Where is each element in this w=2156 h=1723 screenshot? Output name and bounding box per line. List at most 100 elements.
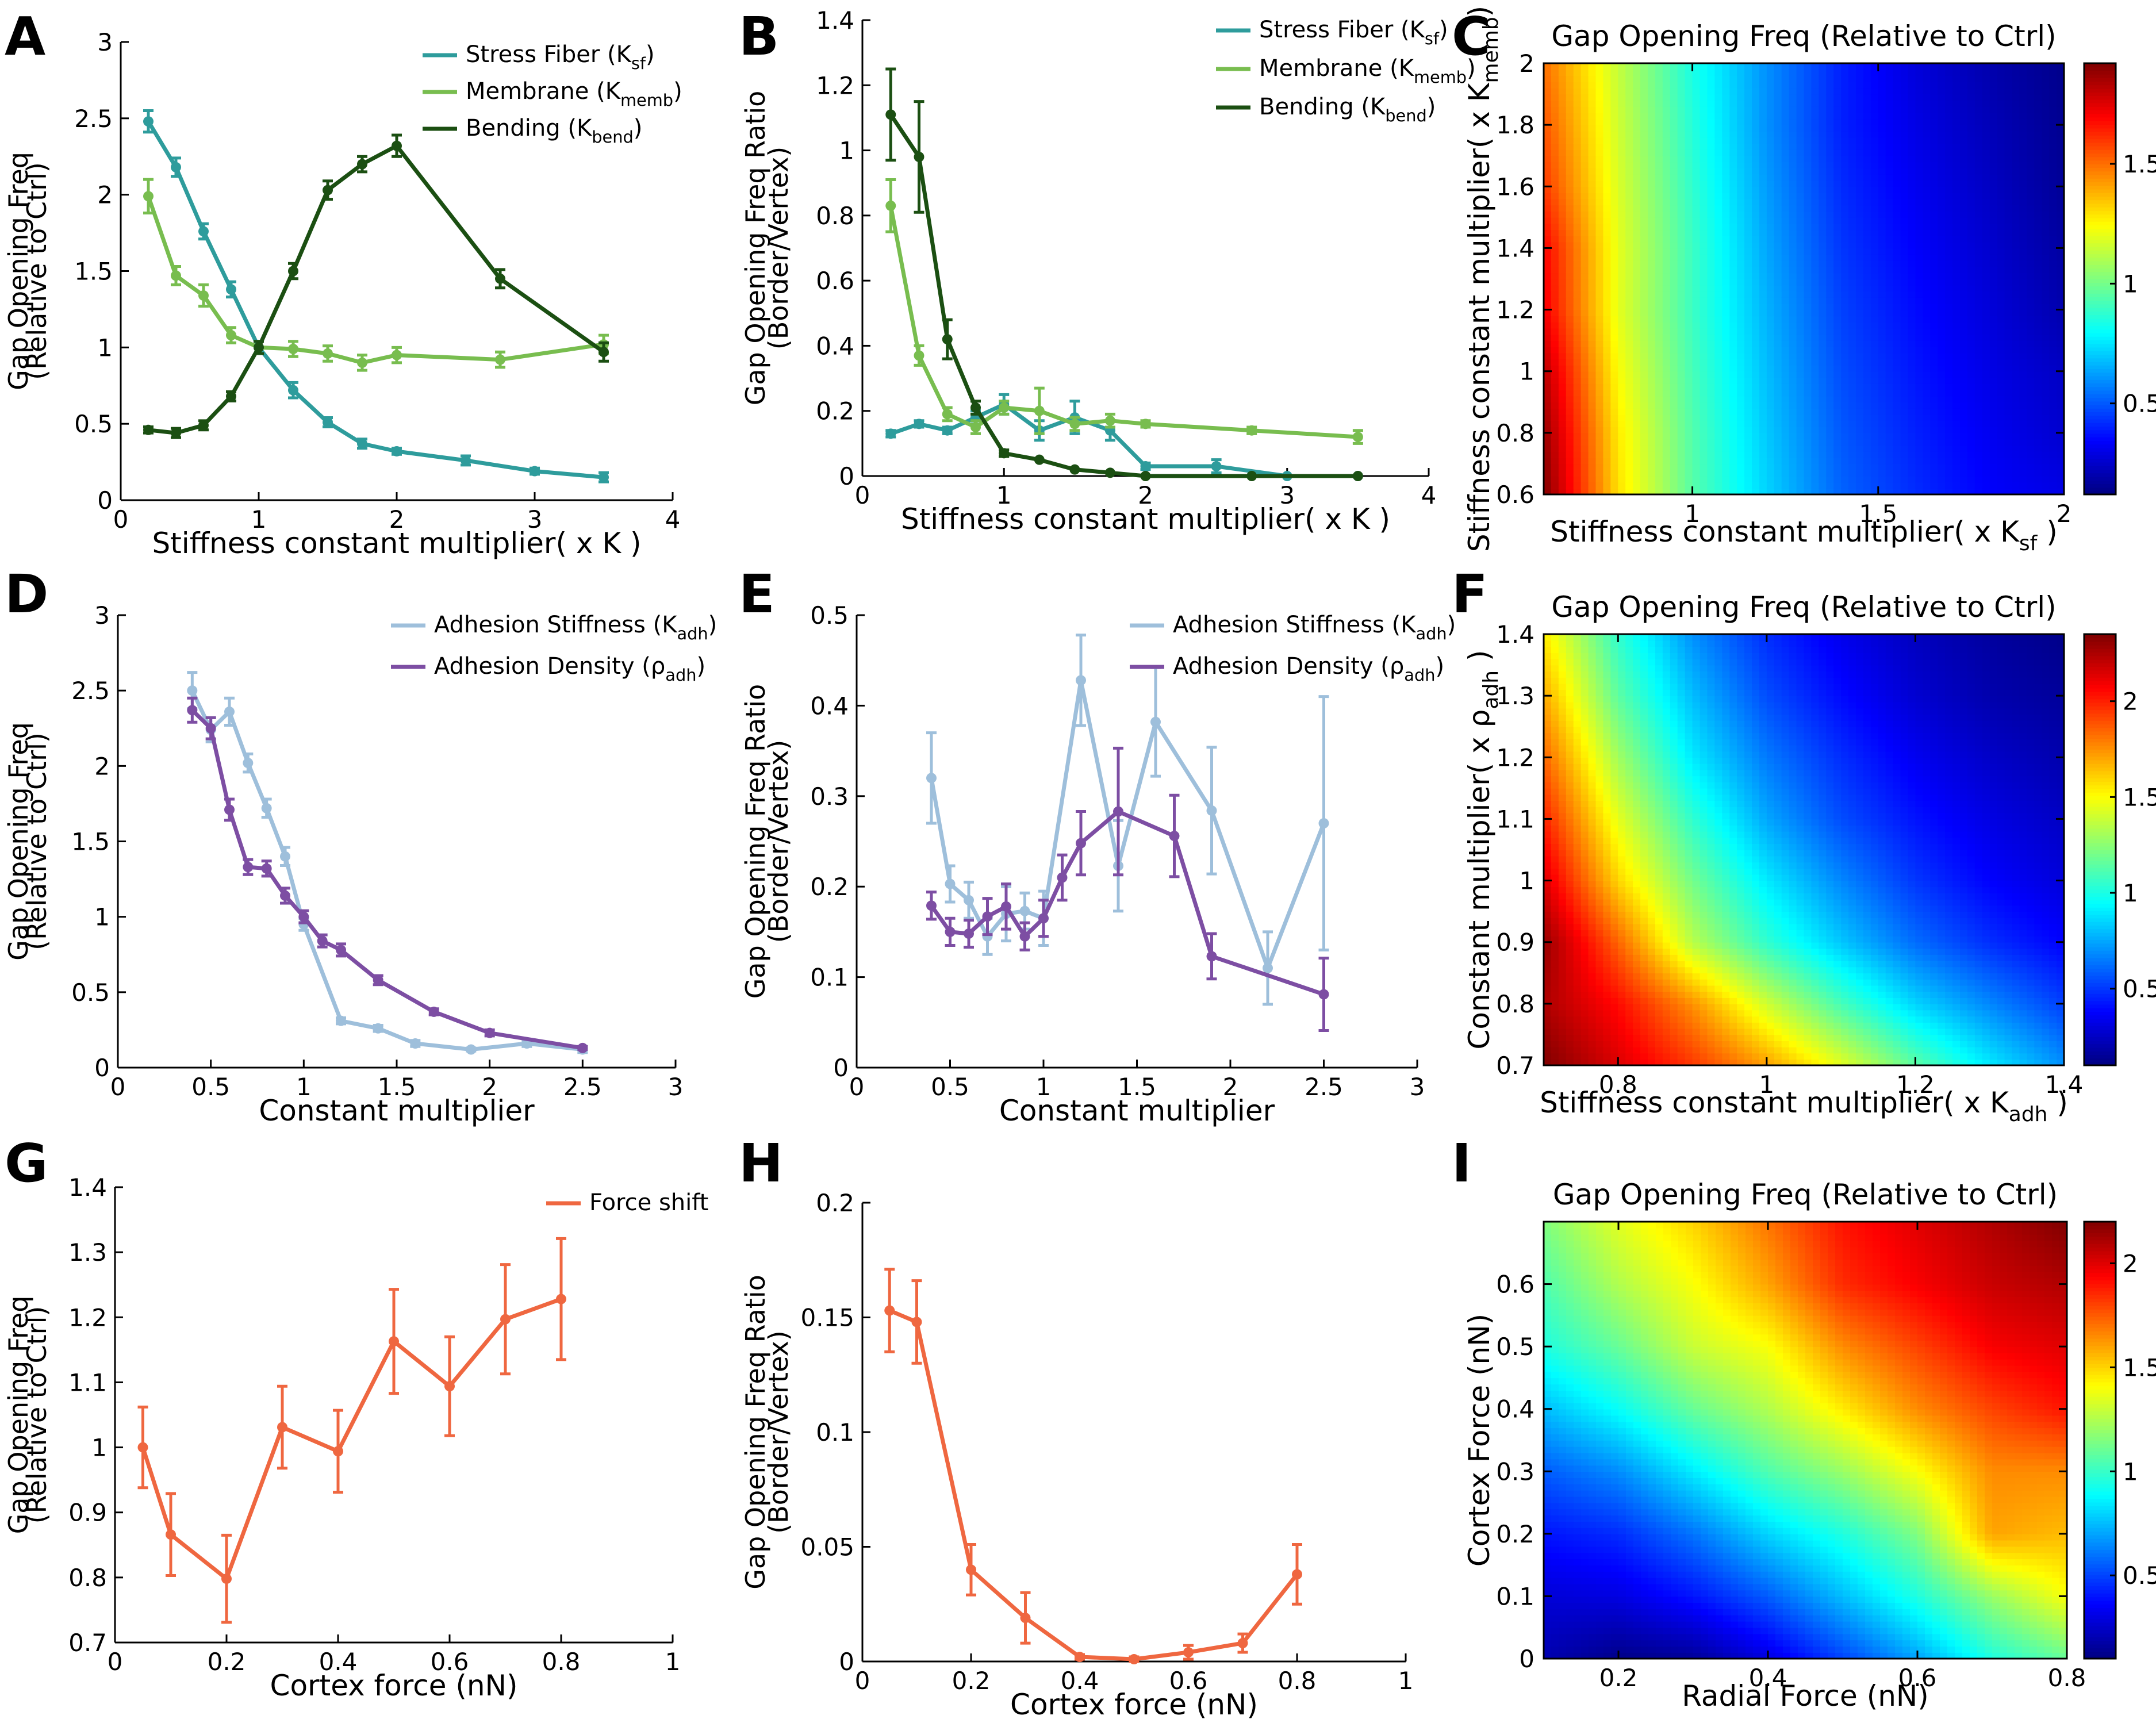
heatmap-cell [1685,125,1693,132]
data-point [357,159,367,170]
heatmap-cell [1640,309,1648,317]
heatmap-cell [1759,371,1767,378]
heatmap-cell [1610,131,1619,138]
heatmap-cell [1878,414,1886,421]
heatmap-cell [1774,100,1782,107]
heatmap-cell [1707,106,1716,113]
heatmap-cell [1759,334,1767,341]
heatmap-cell [1878,383,1886,390]
heatmap-cell [2012,420,2020,427]
heatmap-cell [1759,432,1767,440]
heatmap-cell [1908,408,1916,415]
heatmap-cell [1648,229,1656,236]
heatmap-cell [1878,94,1886,101]
heatmap-cell [1819,143,1827,150]
heatmap-cell [1938,488,1946,495]
heatmap-cell [2019,365,2028,372]
heatmap-cell [1566,371,1574,378]
heatmap-cell [1752,316,1760,323]
series-bending [143,133,609,439]
heatmap-cell [1811,451,1820,458]
heatmap-cell [1878,236,1886,243]
heatmap-cell [1737,118,1745,125]
heatmap-cell [1952,475,1961,483]
heatmap-cell [1692,174,1701,181]
heatmap-cell [1938,100,1946,107]
heatmap-cell [1640,248,1648,255]
y-tick-label: 2 [97,181,113,209]
heatmap-cell [1870,131,1879,138]
heatmap-cell [1960,236,1968,243]
heatmap-cell [2034,432,2043,440]
heatmap-cell [1893,475,1901,483]
heatmap-cell [1826,303,1835,310]
heatmap-cell [1625,254,1633,261]
heatmap-cell [1930,389,1939,397]
heatmap-cell [1625,112,1633,120]
heatmap-cell [1744,365,1752,372]
heatmap-cell [1580,100,1589,107]
heatmap-cell [1789,205,1797,212]
heatmap-cell [1558,229,1567,236]
heatmap-cell [1848,402,1856,409]
heatmap-cell [1692,63,1701,70]
heatmap-cell [1989,365,1998,372]
heatmap-cell [1722,180,1731,187]
heatmap-cell [1610,488,1619,495]
heatmap-cell [1893,359,1901,366]
heatmap-cell [1603,229,1612,236]
heatmap-cell [1893,186,1901,193]
heatmap-cell [1781,371,1790,378]
heatmap-cell [1908,241,1916,249]
heatmap-cell [1945,75,1953,82]
heatmap-cell [1804,359,1812,366]
heatmap-cell [1707,186,1716,193]
heatmap-cell [1670,94,1678,101]
heatmap-cell [1997,303,2005,310]
data-point [226,330,236,341]
heatmap-cell [1856,291,1864,298]
heatmap-cell [1714,303,1723,310]
heatmap-cell [1588,205,1597,212]
heatmap-cell [1826,87,1835,95]
heatmap-cell [1908,266,1916,274]
heatmap-cell [1722,377,1731,384]
heatmap-cell [1774,229,1782,236]
heatmap-cell [1997,482,2005,489]
heatmap-cell [1544,198,1552,206]
heatmap-cell [1633,143,1641,150]
heatmap-cell [1692,87,1701,95]
heatmap-cell [1677,346,1686,354]
heatmap-cell [1833,463,1842,470]
heatmap-cell [1989,439,1998,446]
heatmap-cell [1677,254,1686,261]
heatmap-cell [1960,205,1968,212]
heatmap-cell [1692,439,1701,446]
heatmap-cell [1856,273,1864,279]
heatmap-cell [1625,87,1633,95]
heatmap-cell [2004,334,2013,341]
heatmap-cell [1625,63,1633,70]
heatmap-cell [1781,470,1790,477]
heatmap-cell [1551,211,1559,218]
heatmap-cell [2027,359,2035,366]
heatmap-cell [1544,352,1552,360]
heatmap-cell [1923,236,1931,243]
heatmap-cell [1819,470,1827,477]
heatmap-cell [1662,248,1671,255]
heatmap-cell [1588,87,1597,95]
heatmap-cell [1893,297,1901,304]
heatmap-cell [1759,75,1767,82]
heatmap-cell [1558,463,1567,470]
heatmap-cell [1714,457,1723,465]
heatmap-cell [1744,69,1752,76]
heatmap-cell [1640,303,1648,310]
heatmap-cell [1804,383,1812,390]
heatmap-cell [2012,125,2020,132]
heatmap-cell [1915,149,1924,156]
heatmap-cell [1915,205,1924,212]
heatmap-cell [1774,63,1782,70]
heatmap-cell [1997,309,2005,317]
heatmap-cell [2019,340,2028,347]
heatmap-cell [1759,205,1767,212]
